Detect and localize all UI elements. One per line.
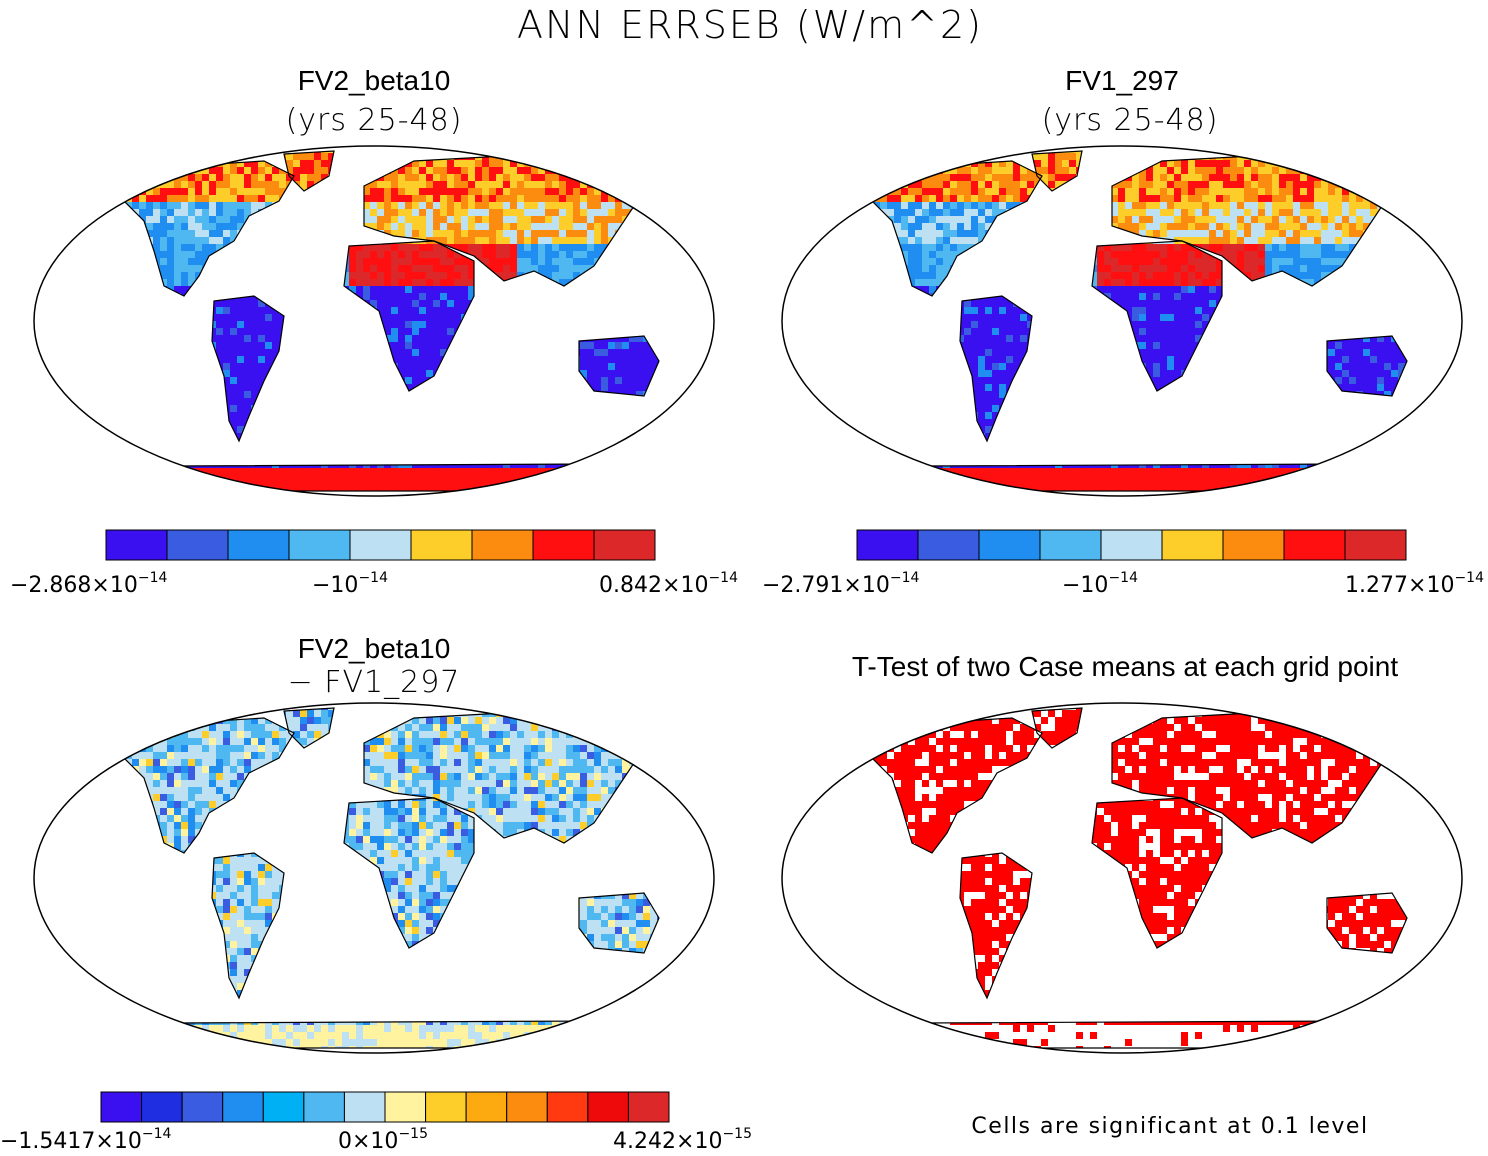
colorbar-diff-swatch: [587, 1091, 629, 1123]
colorbar-case1-label-mid: −10−14: [312, 570, 388, 598]
colorbar-case1-label-min: −2.868×10−14: [10, 570, 167, 598]
colorbar-diff-swatch: [506, 1091, 548, 1123]
colorbar-case2-swatch: [1283, 529, 1346, 561]
colorbar-diff-swatch: [141, 1091, 183, 1123]
panel-case2-title: FV1_297: [1065, 65, 1179, 96]
colorbar-diff-label-max: 4.242×10−15: [613, 1126, 752, 1154]
panel-ttest-title: T-Test of two Case means at each grid po…: [852, 651, 1398, 682]
panel-diff-subtitle: − FV1_297: [288, 665, 461, 700]
colorbar-case1-swatch: [410, 529, 473, 561]
panel-ttest: T-Test of two Case means at each grid po…: [781, 651, 1463, 1139]
map-case2-frame: [781, 145, 1463, 497]
colorbar-diff: [100, 1091, 670, 1123]
panel-diff: FV2_beta10 − FV1_297 −1.5417×10−14 0×10−…: [0, 633, 752, 1154]
colorbar-case2-swatch: [917, 529, 980, 561]
colorbar-case1-label-max: 0.842×10−14: [599, 570, 738, 598]
colorbar-diff-swatch: [100, 1091, 143, 1123]
colorbar-diff-swatch: [465, 1091, 508, 1123]
colorbar-case1-swatch: [471, 529, 534, 561]
panel-case1: FV2_beta10 (yrs 25-48) −2.868×10−14 −10−…: [10, 65, 738, 598]
colorbar-diff-swatch: [425, 1091, 467, 1123]
colorbar-case1-swatch: [227, 529, 290, 561]
colorbar-diff-swatch: [384, 1091, 427, 1123]
ttest-significance-note: Cells are significant at 0.1 level: [971, 1114, 1368, 1139]
colorbar-case2-label-min: −2.791×10−14: [762, 570, 919, 598]
colorbar-diff-swatch: [627, 1091, 670, 1123]
panel-diff-title: FV2_beta10: [298, 633, 451, 664]
colorbar-case2-label-max: 1.277×10−14: [1345, 570, 1484, 598]
colorbar-case1-swatch: [349, 529, 412, 561]
colorbar-diff-swatch: [262, 1091, 305, 1123]
colorbar-case2-swatch: [856, 529, 919, 561]
colorbar-diff-label-mid: 0×10−15: [338, 1126, 428, 1154]
colorbar-diff-swatch: [343, 1091, 386, 1123]
map-ttest-frame: [781, 702, 1463, 1054]
colorbar-case2-swatch: [1161, 529, 1224, 561]
panel-case1-subtitle: (yrs 25-48): [286, 103, 463, 138]
map-diff-frame: [33, 702, 715, 1054]
colorbar-diff-label-min: −1.5417×10−14: [0, 1126, 171, 1154]
colorbar-diff-swatch: [546, 1091, 589, 1123]
colorbar-case1: [105, 529, 656, 561]
figure-title: ANN ERRSEB (W/m^2): [517, 3, 983, 47]
colorbar-case2: [856, 529, 1407, 561]
colorbar-case2-swatch: [1100, 529, 1163, 561]
map-case1-frame: [33, 145, 715, 497]
colorbar-case2-swatch: [1222, 529, 1285, 561]
panel-case2-subtitle: (yrs 25-48): [1042, 103, 1219, 138]
colorbar-case2-swatch: [1039, 529, 1102, 561]
colorbar-diff-swatch: [303, 1091, 345, 1123]
colorbar-case1-swatch: [288, 529, 351, 561]
colorbar-case1-swatch: [532, 529, 595, 561]
colorbar-case1-swatch: [593, 529, 656, 561]
colorbar-case2-swatch: [1344, 529, 1407, 561]
panel-case2: FV1_297 (yrs 25-48) −2.791×10−14 −10−14 …: [762, 65, 1484, 598]
colorbar-case1-swatch: [166, 529, 229, 561]
colorbar-diff-swatch: [181, 1091, 224, 1123]
colorbar-case1-swatch: [105, 529, 168, 561]
colorbar-case2-label-mid: −10−14: [1062, 570, 1138, 598]
panel-case1-title: FV2_beta10: [298, 65, 451, 96]
colorbar-diff-swatch: [222, 1091, 264, 1123]
colorbar-case2-swatch: [978, 529, 1041, 561]
